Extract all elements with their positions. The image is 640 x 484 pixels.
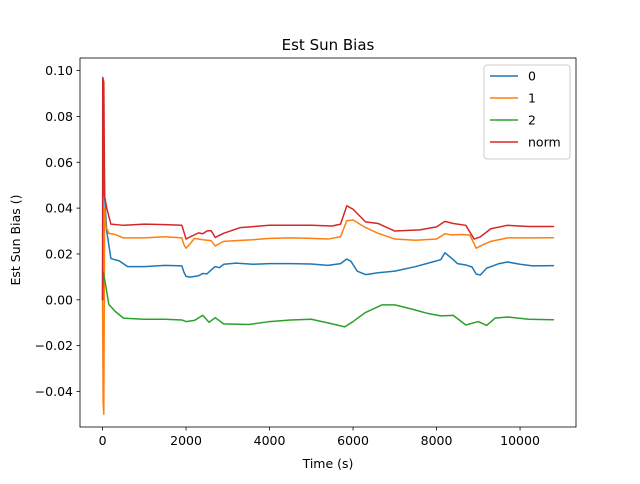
x-tick-label: 6000 bbox=[337, 433, 369, 448]
y-tick-label: 0.02 bbox=[45, 246, 73, 261]
series-line-2 bbox=[101, 271, 555, 328]
chart-title: Est Sun Bias bbox=[282, 36, 375, 54]
x-tick-label: 4000 bbox=[254, 433, 286, 448]
x-axis: 0 2000 4000 6000 8000 10000 bbox=[99, 427, 540, 448]
x-tick-label: 2000 bbox=[170, 433, 202, 448]
legend-label-norm: norm bbox=[528, 135, 561, 150]
series-line-1 bbox=[101, 207, 555, 416]
axes-frame bbox=[79, 57, 577, 428]
y-tick-label: 0.08 bbox=[45, 109, 73, 124]
legend: 0 1 2 norm bbox=[483, 64, 571, 160]
series-line-norm bbox=[101, 76, 555, 301]
legend-label-0: 0 bbox=[528, 69, 536, 84]
y-axis-label: Est Sun Bias () bbox=[8, 195, 23, 286]
y-tick-label: −0.02 bbox=[35, 338, 73, 353]
x-axis-label: Time (s) bbox=[302, 456, 354, 471]
legend-label-2: 2 bbox=[528, 113, 536, 128]
y-tick-label: 0.10 bbox=[45, 63, 73, 78]
y-tick-label: 0.00 bbox=[45, 292, 73, 307]
x-tick-label: 8000 bbox=[421, 433, 453, 448]
x-tick-label: 10000 bbox=[500, 433, 540, 448]
y-tick-label: −0.04 bbox=[35, 384, 73, 399]
series-line-0 bbox=[101, 127, 555, 301]
x-tick-label: 0 bbox=[99, 433, 107, 448]
y-tick-label: 0.06 bbox=[45, 155, 73, 170]
legend-label-1: 1 bbox=[528, 91, 536, 106]
y-axis: −0.04 −0.02 0.00 0.02 0.04 0.06 0.08 0.10 bbox=[35, 63, 80, 399]
y-tick-label: 0.04 bbox=[45, 201, 73, 216]
legend-box bbox=[483, 64, 571, 160]
